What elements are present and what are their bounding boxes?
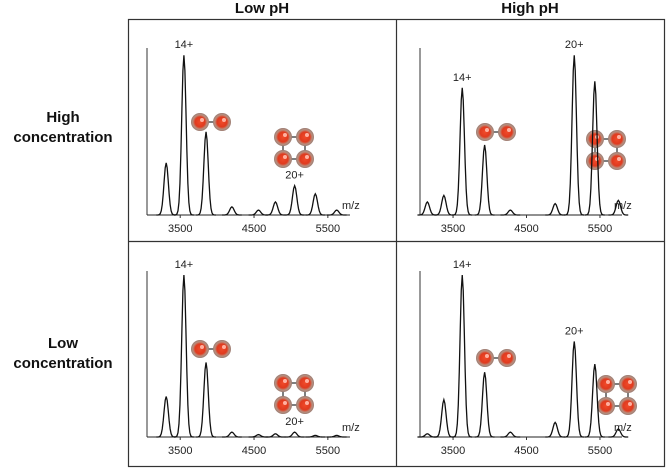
dimer-icon	[475, 348, 517, 368]
peak-label: 20+	[285, 170, 304, 182]
x-tick-label: 4500	[242, 223, 266, 235]
tetramer-icon	[273, 127, 315, 169]
tetramer-icon	[596, 374, 638, 416]
x-tick-label: 4500	[514, 445, 538, 457]
peak	[156, 396, 177, 438]
x-axis-label: m/z	[614, 422, 632, 434]
peak	[305, 434, 326, 438]
peak	[474, 372, 495, 438]
peak	[417, 433, 438, 438]
peak	[564, 55, 585, 216]
peak	[608, 199, 629, 216]
peak	[500, 209, 521, 216]
dimer-icon	[475, 122, 517, 142]
x-axis-label: m/z	[342, 422, 360, 434]
peak	[221, 206, 242, 216]
peak	[500, 431, 521, 438]
peak	[433, 397, 454, 438]
peak	[545, 202, 566, 216]
tetramer-icon	[273, 373, 315, 415]
peak-label: 20+	[565, 39, 584, 51]
peak	[433, 194, 454, 216]
peak	[608, 428, 629, 438]
peak	[584, 81, 605, 216]
row-header: Low concentration	[13, 335, 113, 372]
peak	[452, 87, 473, 216]
dimer-icon	[190, 339, 232, 359]
peak	[248, 433, 269, 438]
peak-label: 20+	[285, 416, 304, 428]
column-header: Low pH	[235, 0, 289, 17]
x-axis-label: m/z	[614, 200, 632, 212]
column-header: High pH	[501, 0, 559, 17]
x-tick-label: 5500	[588, 223, 612, 235]
peak	[196, 362, 216, 438]
x-axis-label: m/z	[342, 200, 360, 212]
dimer-icon	[190, 112, 232, 132]
peak	[545, 421, 566, 438]
peak	[452, 274, 473, 438]
x-tick-label: 3500	[441, 445, 465, 457]
peak-label: 14+	[175, 39, 194, 51]
peak	[584, 364, 605, 438]
peak	[248, 209, 269, 216]
peak	[474, 144, 495, 216]
peak	[284, 431, 305, 438]
x-tick-label: 3500	[441, 223, 465, 235]
peak	[173, 55, 194, 216]
peak	[417, 200, 438, 216]
peak	[326, 209, 347, 216]
peak	[221, 431, 242, 438]
x-tick-label: 5500	[316, 223, 340, 235]
x-tick-label: 4500	[242, 445, 266, 457]
peak-label: 20+	[565, 325, 584, 337]
x-tick-label: 5500	[316, 445, 340, 457]
x-tick-label: 3500	[168, 445, 192, 457]
x-tick-label: 5500	[588, 445, 612, 457]
panel-frame	[127, 18, 666, 468]
peak	[326, 434, 347, 438]
peak	[284, 183, 305, 216]
peak	[156, 162, 177, 216]
row-header: High concentration	[13, 109, 113, 146]
peak-label: 14+	[453, 72, 472, 84]
peak	[265, 433, 286, 438]
x-tick-label: 3500	[168, 223, 192, 235]
peak-label: 14+	[175, 259, 194, 271]
peak-label: 14+	[453, 259, 472, 271]
peak	[305, 192, 326, 216]
peak	[564, 341, 585, 438]
peak	[196, 131, 216, 216]
peak	[265, 200, 286, 216]
x-tick-label: 4500	[514, 223, 538, 235]
peak	[173, 274, 194, 438]
